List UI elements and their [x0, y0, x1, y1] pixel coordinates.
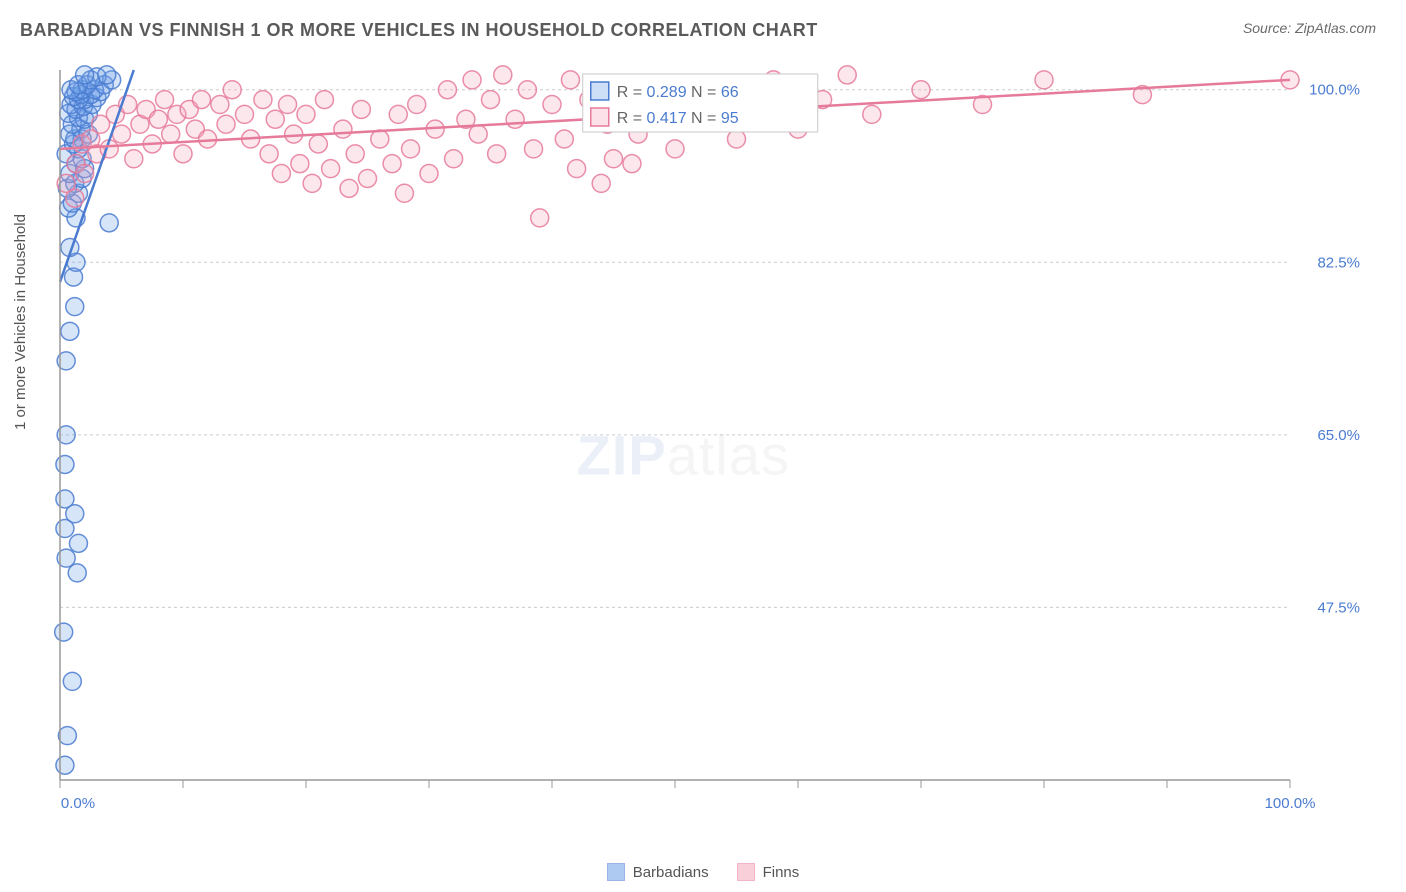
data-point	[389, 105, 407, 123]
data-point	[525, 140, 543, 158]
svg-text:47.5%: 47.5%	[1317, 599, 1360, 616]
data-point	[531, 209, 549, 227]
svg-text:ZIPatlas: ZIPatlas	[577, 424, 790, 487]
data-point	[66, 189, 84, 207]
data-point	[605, 150, 623, 168]
data-point	[192, 91, 210, 109]
data-point	[217, 115, 235, 133]
data-point	[236, 105, 254, 123]
data-point	[469, 125, 487, 143]
legend-bottom: Barbadians Finns	[0, 863, 1406, 886]
data-point	[58, 727, 76, 745]
data-point	[322, 160, 340, 178]
data-point	[297, 105, 315, 123]
data-point	[162, 125, 180, 143]
y-axis-label: 1 or more Vehicles in Household	[12, 214, 29, 430]
data-point	[56, 756, 74, 774]
svg-text:R = 0.417 N = 95: R = 0.417 N = 95	[617, 110, 739, 127]
data-point	[623, 155, 641, 173]
data-point	[371, 130, 389, 148]
data-point	[420, 165, 438, 183]
svg-text:R = 0.289 N = 66: R = 0.289 N = 66	[617, 84, 739, 101]
data-point	[76, 66, 94, 84]
data-point	[463, 71, 481, 89]
data-point	[63, 672, 81, 690]
svg-text:82.5%: 82.5%	[1317, 254, 1360, 271]
data-point	[838, 66, 856, 84]
legend-item: Barbadians	[607, 863, 709, 881]
data-point	[76, 165, 94, 183]
data-point	[285, 125, 303, 143]
data-point	[666, 140, 684, 158]
data-point	[359, 169, 377, 187]
data-point	[506, 110, 524, 128]
data-point	[149, 110, 167, 128]
data-point	[260, 145, 278, 163]
chart-title: BARBADIAN VS FINNISH 1 OR MORE VEHICLES …	[20, 20, 818, 41]
data-point	[272, 165, 290, 183]
data-point	[728, 130, 746, 148]
data-point	[445, 150, 463, 168]
data-point	[315, 91, 333, 109]
data-point	[61, 322, 79, 340]
data-point	[482, 91, 500, 109]
data-point	[912, 81, 930, 99]
data-point	[309, 135, 327, 153]
data-point	[488, 145, 506, 163]
data-point	[303, 174, 321, 192]
svg-text:100.0%: 100.0%	[1309, 82, 1360, 99]
data-point	[56, 490, 74, 508]
data-point	[592, 174, 610, 192]
data-point	[352, 100, 370, 118]
data-point	[561, 71, 579, 89]
data-point	[568, 160, 586, 178]
data-point	[402, 140, 420, 158]
data-point	[266, 110, 284, 128]
data-point	[56, 455, 74, 473]
source-label: Source: ZipAtlas.com	[1243, 20, 1376, 36]
data-point	[125, 150, 143, 168]
data-point	[346, 145, 364, 163]
svg-text:0.0%: 0.0%	[61, 795, 95, 812]
data-point	[383, 155, 401, 173]
data-point	[863, 105, 881, 123]
data-point	[340, 179, 358, 197]
scatter-plot: 47.5% 65.0% 82.5% 100.0% ZIPatlas 0.0% 100.0% R…	[50, 60, 1370, 830]
data-point	[55, 623, 73, 641]
data-point	[518, 81, 536, 99]
data-point	[494, 66, 512, 84]
legend-item: Finns	[737, 863, 800, 881]
data-point	[156, 91, 174, 109]
data-point	[408, 96, 426, 114]
data-point	[69, 534, 87, 552]
data-point	[100, 214, 118, 232]
data-point	[395, 184, 413, 202]
data-point	[279, 96, 297, 114]
data-point	[291, 155, 309, 173]
svg-text:65.0%: 65.0%	[1317, 427, 1360, 444]
data-point	[555, 130, 573, 148]
data-point	[254, 91, 272, 109]
data-point	[543, 96, 561, 114]
data-point	[98, 66, 116, 84]
data-point	[211, 96, 229, 114]
data-point	[174, 145, 192, 163]
data-point	[66, 298, 84, 316]
svg-text:100.0%: 100.0%	[1265, 795, 1316, 812]
data-point	[113, 125, 131, 143]
data-point	[223, 81, 241, 99]
data-point	[438, 81, 456, 99]
data-point	[1035, 71, 1053, 89]
data-point	[334, 120, 352, 138]
